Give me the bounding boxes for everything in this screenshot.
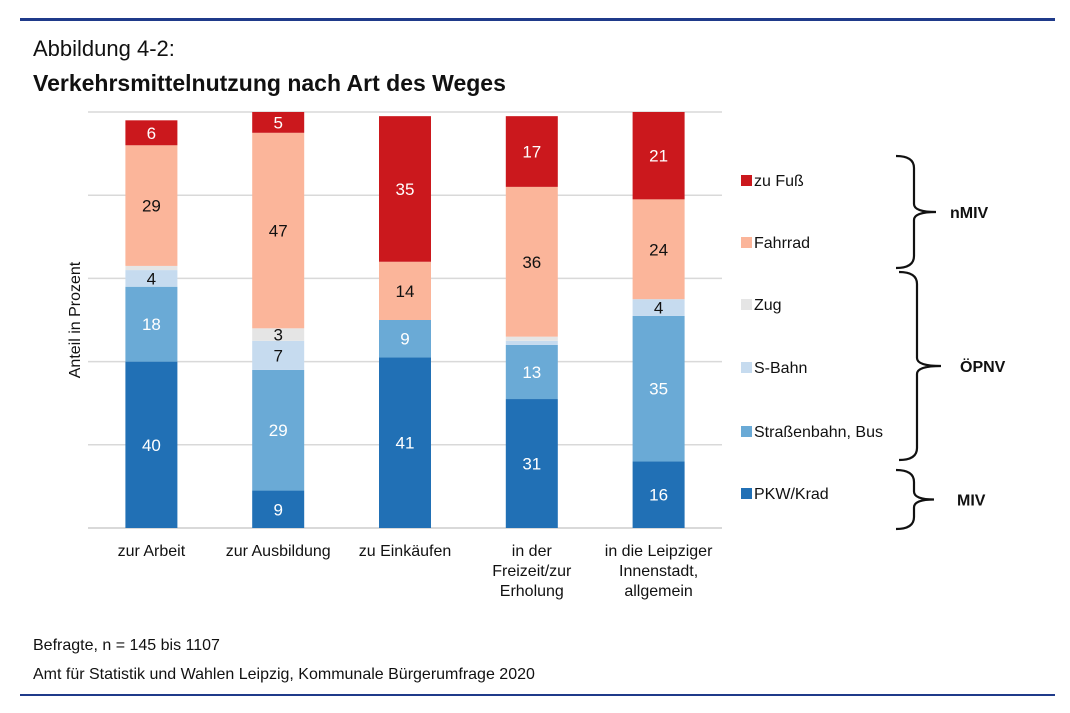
data-label: 14	[396, 282, 415, 301]
data-label: 4	[147, 269, 156, 288]
bar-segment	[125, 145, 178, 266]
bar-segment	[125, 120, 178, 146]
data-label: 41	[396, 434, 415, 453]
data-label: 16	[649, 486, 668, 505]
x-tick-label: zu Einkäufen	[359, 543, 452, 560]
data-label: 13	[522, 363, 541, 382]
data-label: 7	[273, 346, 282, 365]
source-note: Amt für Statistik und Wahlen Leipzig, Ko…	[33, 666, 535, 683]
x-tick-label: Innenstadt,	[619, 563, 698, 580]
data-label: 24	[649, 240, 668, 259]
group-label: nMIV	[950, 205, 989, 222]
x-tick-label: Freizeit/zur	[492, 563, 572, 580]
legend-swatch	[741, 362, 752, 373]
top-rule	[20, 18, 1055, 21]
data-label: 6	[147, 124, 156, 143]
bar-segment	[125, 270, 178, 287]
x-tick-label: in die Leipziger	[605, 543, 713, 560]
bar-segment	[632, 299, 685, 316]
bar-segment	[379, 357, 431, 528]
bar-segment	[252, 369, 305, 491]
bar-segment	[125, 286, 178, 362]
legend-swatch	[741, 237, 752, 248]
x-tick-label: allgemein	[624, 583, 692, 600]
data-label: 3	[273, 326, 282, 345]
data-label: 4	[654, 299, 663, 318]
bar-segment	[505, 116, 558, 187]
bar-segment	[252, 340, 305, 370]
sample-note: Befragte, n = 145 bis 1107	[33, 637, 220, 654]
data-label: 47	[269, 222, 288, 241]
group-label: MIV	[957, 493, 986, 510]
legend: zu Fuß Fahrrad Zug S-Bahn Straßenbahn, Bus PK…	[741, 173, 883, 503]
legend-label: Straßenbahn, Bus	[754, 424, 883, 441]
data-label: 5	[273, 113, 282, 132]
bar-segment	[252, 132, 305, 329]
x-tick-label: Erholung	[500, 583, 564, 600]
legend-swatch	[741, 175, 752, 186]
brace-icon	[895, 154, 937, 270]
bar-segment	[505, 186, 558, 337]
data-label: 29	[142, 197, 161, 216]
data-label: 36	[522, 253, 541, 272]
legend-label: PKW/Krad	[754, 486, 829, 503]
data-label: 9	[273, 500, 282, 519]
legend-label: Fahrrad	[754, 235, 810, 252]
x-axis-labels: zur Arbeit zur Ausbildung zu Einkäufen in d…	[118, 543, 713, 600]
bar-segment	[379, 320, 431, 358]
bar-segment	[632, 199, 685, 300]
bar-segment	[379, 116, 431, 262]
bottom-rule	[20, 694, 1055, 696]
bar-segment	[125, 265, 178, 271]
group-label: ÖPNV	[960, 357, 1006, 376]
x-tick-label: zur Ausbildung	[226, 543, 331, 560]
data-label: 29	[269, 421, 288, 440]
brace-icon	[898, 270, 942, 462]
group-braces: nMIV ÖPNV MIV	[895, 154, 1006, 531]
data-label: 35	[649, 380, 668, 399]
legend-swatch	[741, 488, 752, 499]
x-tick-label: in der	[512, 543, 553, 560]
bar-segment	[125, 361, 178, 528]
data-label: 35	[396, 180, 415, 199]
legend-label: zu Fuß	[754, 173, 804, 190]
data-label: 21	[649, 147, 668, 166]
brace-icon	[895, 468, 935, 531]
legend-label: Zug	[754, 297, 782, 314]
x-tick-label: zur Arbeit	[118, 543, 186, 560]
bar-segment	[252, 328, 305, 341]
data-label: 18	[142, 315, 161, 334]
bar-segment	[252, 490, 305, 528]
chart-title: Verkehrsmittelnutzung nach Art des Weges	[33, 70, 506, 96]
legend-swatch	[741, 426, 752, 437]
figure-label: Abbildung 4-2:	[33, 36, 175, 61]
data-label: 31	[522, 455, 541, 474]
bar-segment	[505, 336, 558, 341]
bar-segment	[632, 315, 685, 462]
data-label: 9	[400, 330, 409, 349]
bar-segment	[632, 112, 685, 200]
legend-label: S-Bahn	[754, 360, 807, 377]
bars: 40 18 4 29 6 9 29 73 47 5 41 9 14 35 31 13 36 17 16 35 4 24 21	[125, 112, 685, 528]
bar-segment	[379, 261, 431, 320]
legend-swatch	[741, 299, 752, 310]
bar-segment	[505, 399, 558, 528]
bar-segment	[252, 112, 305, 133]
bar-segment	[632, 461, 685, 528]
y-axis-label: Anteil in Prozent	[67, 261, 84, 378]
data-label: 40	[142, 436, 161, 455]
data-label: 17	[522, 143, 541, 162]
bar-segment	[505, 344, 558, 400]
bar-segment	[505, 340, 558, 345]
